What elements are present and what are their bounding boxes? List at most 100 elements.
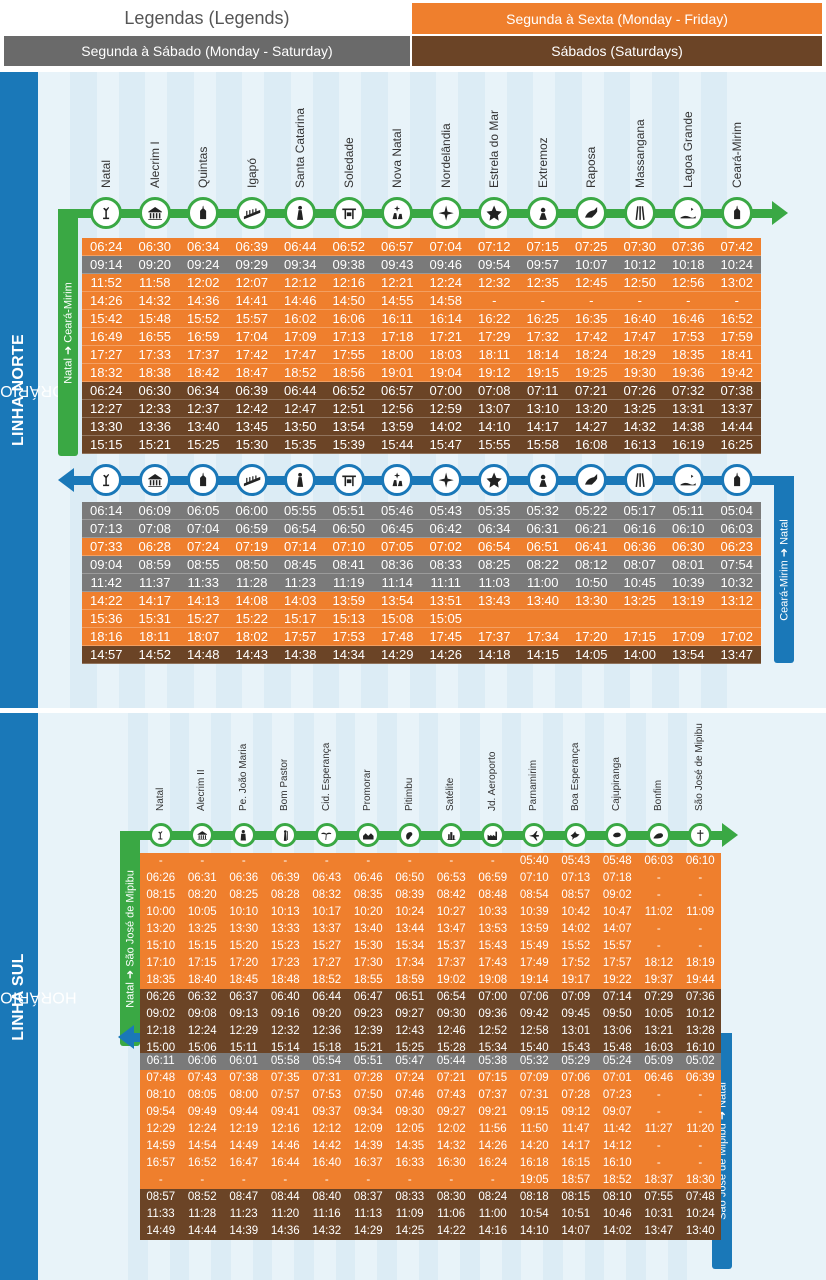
time-cell: 06:45 bbox=[380, 521, 414, 536]
time-cell: - bbox=[656, 923, 661, 935]
time-cell: 09:16 bbox=[270, 1008, 300, 1020]
nativity-icon bbox=[381, 464, 414, 496]
time-cell: 05:32 bbox=[526, 503, 560, 518]
time-cell: 09:29 bbox=[235, 257, 269, 272]
time-cell: 12:19 bbox=[229, 1123, 259, 1135]
time-cell: 09:54 bbox=[477, 257, 511, 272]
station-name: Alecrim I bbox=[147, 141, 162, 188]
time-cell: 17:42 bbox=[235, 347, 269, 362]
time-cell: 11:00 bbox=[526, 575, 559, 590]
time-cell: 08:47 bbox=[229, 1191, 259, 1203]
time-cell: 07:26 bbox=[623, 383, 657, 398]
time-cell: 14:26 bbox=[89, 293, 123, 308]
time-cell: 14:44 bbox=[187, 1225, 217, 1237]
time-cell: 06:47 bbox=[353, 991, 383, 1003]
time-cell: 13:19 bbox=[671, 593, 705, 608]
time-cell: 15:27 bbox=[312, 940, 342, 952]
time-cell: 08:42 bbox=[436, 889, 466, 901]
time-cell: 07:13 bbox=[89, 521, 123, 536]
time-cell: 16:06 bbox=[332, 311, 366, 326]
time-cell: 08:36 bbox=[380, 557, 414, 572]
time-cell: 15:49 bbox=[519, 940, 549, 952]
compass-icon bbox=[429, 197, 462, 229]
time-cell: 17:53 bbox=[332, 629, 366, 644]
time-cell: 16:03 bbox=[644, 1042, 674, 1054]
time-cell: 12:24 bbox=[187, 1025, 217, 1037]
shrine-icon bbox=[526, 197, 559, 229]
time-cell: 14:54 bbox=[187, 1140, 217, 1152]
starfish-icon bbox=[478, 464, 511, 496]
time-cell: 14:32 bbox=[623, 419, 657, 434]
time-cell: 16:11 bbox=[381, 311, 414, 326]
time-cell: - bbox=[656, 872, 661, 884]
time-cell: 15:47 bbox=[429, 437, 463, 452]
time-cell: 06:16 bbox=[623, 521, 657, 536]
time-cell: 06:50 bbox=[332, 521, 366, 536]
houses-icon bbox=[356, 823, 381, 847]
time-cell: 12:07 bbox=[235, 275, 269, 290]
time-cell: 19:04 bbox=[429, 365, 463, 380]
time-cell: 08:24 bbox=[478, 1191, 508, 1203]
church-icon bbox=[187, 464, 220, 496]
time-cell: 08:10 bbox=[146, 1089, 176, 1101]
time-cell: 08:35 bbox=[353, 889, 383, 901]
time-cell: 17:37 bbox=[477, 629, 511, 644]
time-cell: 11:23 bbox=[229, 1208, 258, 1220]
time-cell bbox=[470, 610, 519, 627]
time-cell: 19:42 bbox=[720, 365, 754, 380]
time-cell: 09:41 bbox=[270, 1106, 300, 1118]
time-cell: 16:24 bbox=[478, 1157, 508, 1169]
schedule-row: 12:29 12:24 12:19 12:16 12:12 12:09 12:05 12:02… bbox=[140, 1121, 721, 1138]
station-name: Boa Esperança bbox=[569, 742, 581, 811]
time-cell: 08:28 bbox=[270, 889, 300, 901]
schedule-row: 08:57 08:52 08:47 08:44 08:40 08:37 08:33 08:30… bbox=[140, 1189, 721, 1206]
sugarcane-icon bbox=[623, 464, 656, 496]
time-cell: 13:28 bbox=[685, 1025, 715, 1037]
time-cell: 05:40 bbox=[519, 855, 549, 867]
time-cell: 08:15 bbox=[146, 889, 176, 901]
time-cell: 19:12 bbox=[477, 365, 511, 380]
time-cell: 06:09 bbox=[138, 503, 172, 518]
linha-sul-title: HORÁRIOS DA LINHA SUL bbox=[0, 713, 77, 1280]
time-cell: 12:24 bbox=[187, 1123, 217, 1135]
time-cell: 05:46 bbox=[380, 503, 414, 518]
time-cell: 06:51 bbox=[395, 991, 425, 1003]
time-cell: 14:52 bbox=[138, 647, 172, 662]
time-cell: 06:42 bbox=[429, 521, 463, 536]
station-name: Jd. Aeroporto bbox=[486, 751, 498, 811]
time-cell: 11:20 bbox=[686, 1123, 715, 1135]
time-cell: 09:04 bbox=[89, 557, 123, 572]
time-cell: 12:32 bbox=[270, 1025, 300, 1037]
statue-icon bbox=[148, 823, 173, 847]
time-cell: 12:47 bbox=[283, 401, 317, 416]
time-cell: 12:39 bbox=[353, 1025, 383, 1037]
time-cell: 13:59 bbox=[332, 593, 366, 608]
market-icon bbox=[190, 823, 215, 847]
schedule-row: 09:02 09:08 09:13 09:16 09:20 09:23 09:27 09:30… bbox=[140, 1006, 721, 1023]
time-cell: 08:20 bbox=[187, 889, 217, 901]
schedule-row: 16:49 16:55 16:59 17:04 17:09 17:13 17:18 17:21… bbox=[82, 328, 761, 346]
time-cell: 17:37 bbox=[436, 957, 466, 969]
schedule-row: 08:10 08:05 08:00 07:57 07:53 07:50 07:46 07:43… bbox=[140, 1087, 721, 1104]
time-cell: 17:13 bbox=[332, 329, 366, 344]
time-cell: 06:24 bbox=[89, 239, 123, 254]
time-cell: 12:52 bbox=[478, 1025, 508, 1037]
time-cell: 18:11 bbox=[138, 629, 171, 644]
time-cell: 09:42 bbox=[519, 1008, 549, 1020]
time-cell: 15:25 bbox=[186, 437, 220, 452]
time-cell: 17:57 bbox=[283, 629, 317, 644]
time-cell: 08:22 bbox=[526, 557, 560, 572]
time-cell: 12:46 bbox=[436, 1025, 466, 1037]
time-cell: 14:02 bbox=[561, 923, 591, 935]
time-cell: 15:11 bbox=[229, 1042, 258, 1054]
compass-icon bbox=[429, 464, 462, 496]
time-cell: 12:43 bbox=[395, 1025, 425, 1037]
time-cell: 14:29 bbox=[353, 1225, 383, 1237]
time-cell: 12:16 bbox=[270, 1123, 300, 1135]
time-cell: 07:04 bbox=[186, 521, 220, 536]
direction-out-label: Natal ➜ São José de Mipibu bbox=[124, 869, 137, 1008]
schedule-row: 14:57 14:52 14:48 14:43 14:38 14:34 14:29 14:26… bbox=[82, 646, 761, 664]
time-cell: 12:12 bbox=[312, 1123, 342, 1135]
time-cell: 08:10 bbox=[602, 1191, 632, 1203]
time-cell: 17:21 bbox=[429, 329, 463, 344]
